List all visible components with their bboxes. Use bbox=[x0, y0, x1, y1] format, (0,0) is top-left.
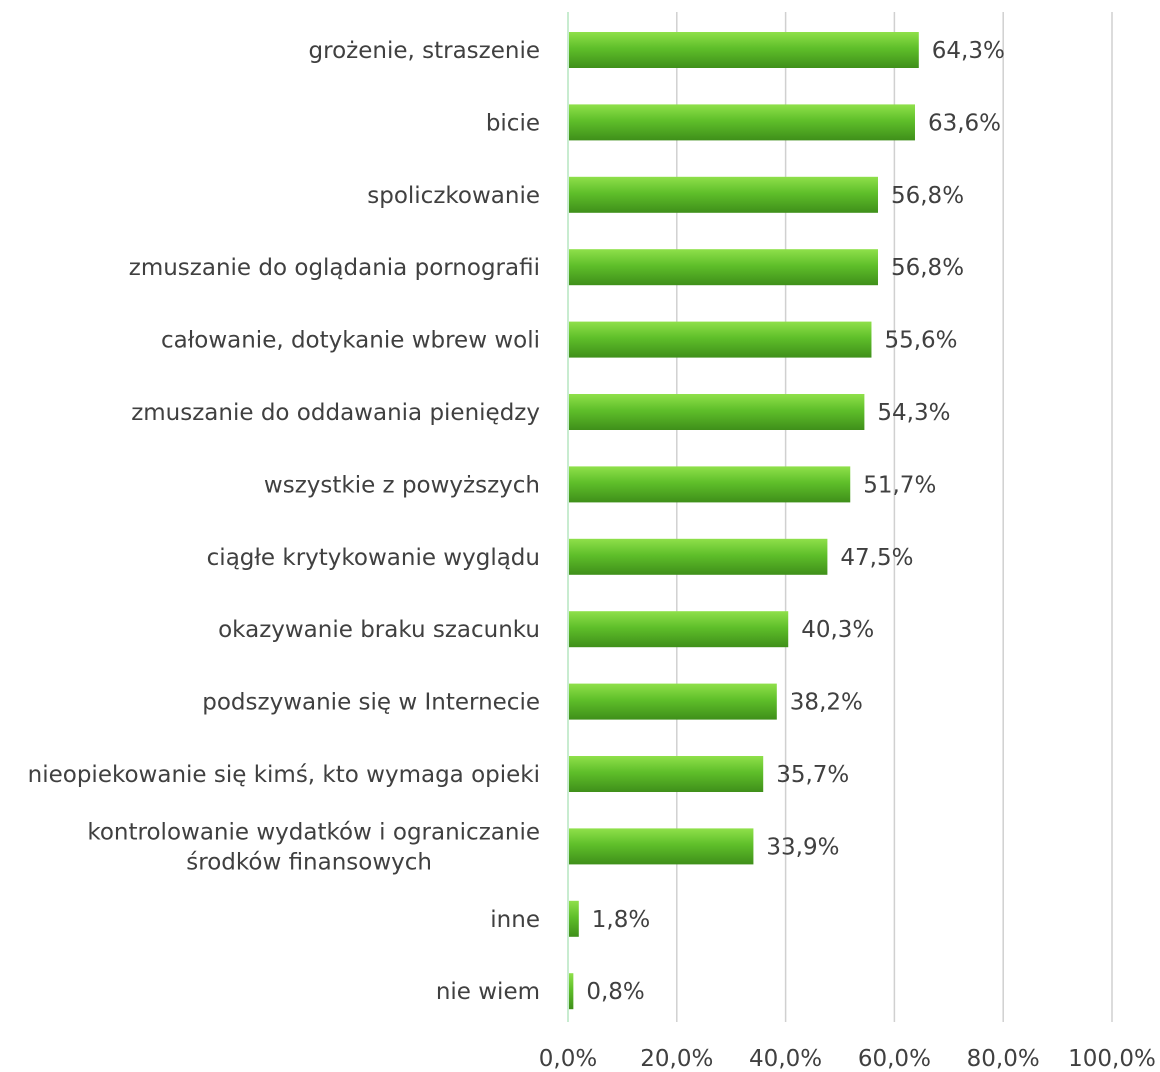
category-label: nieopiekowanie się kimś, kto wymaga opie… bbox=[28, 762, 540, 788]
data-label: 51,7% bbox=[863, 472, 936, 498]
bar bbox=[569, 973, 574, 1010]
x-tick-label: 80,0% bbox=[967, 1046, 1040, 1072]
category-label: inne bbox=[490, 907, 540, 933]
category-labels: grożenie, straszenie bicie spoliczkowanie z… bbox=[28, 38, 540, 1005]
bar bbox=[569, 321, 872, 358]
category-label: okazywanie braku szacunku bbox=[218, 617, 540, 643]
data-label: 1,8% bbox=[592, 907, 650, 933]
category-label: zmuszanie do oglądania pornografii bbox=[129, 255, 540, 281]
bar bbox=[569, 538, 828, 575]
data-label: 0,8% bbox=[586, 979, 644, 1005]
x-axis-tick-labels: 0,0% 20,0% 40,0% 60,0% 80,0% 100,0% bbox=[539, 1046, 1156, 1072]
bar bbox=[569, 828, 754, 865]
data-label: 63,6% bbox=[928, 110, 1001, 136]
bar bbox=[569, 900, 579, 937]
category-label: spoliczkowanie bbox=[367, 183, 540, 209]
data-label: 35,7% bbox=[776, 762, 849, 788]
category-label: nie wiem bbox=[436, 979, 540, 1005]
category-label: grożenie, straszenie bbox=[309, 38, 540, 64]
bar bbox=[569, 249, 878, 286]
data-label: 56,8% bbox=[891, 255, 964, 281]
data-label: 64,3% bbox=[932, 38, 1005, 64]
bar bbox=[569, 394, 865, 430]
bar bbox=[569, 104, 915, 141]
data-label: 54,3% bbox=[877, 400, 950, 426]
value-labels: 64,3% 63,6% 56,8% 56,8% 55,6% 54,3% 51,7% 47,5%… bbox=[586, 38, 1005, 1005]
x-tick-label: 20,0% bbox=[640, 1046, 713, 1072]
x-tick-label: 100,0% bbox=[1068, 1046, 1156, 1072]
category-label: wszystkie z powyższych bbox=[264, 472, 540, 498]
category-label: ciągłe krytykowanie wyglądu bbox=[207, 545, 540, 571]
bars bbox=[569, 32, 919, 1010]
x-tick-label: 60,0% bbox=[858, 1046, 931, 1072]
bar bbox=[569, 176, 878, 213]
data-label: 47,5% bbox=[840, 545, 913, 571]
bar bbox=[569, 32, 919, 68]
bar bbox=[569, 756, 764, 792]
x-tick-label: 0,0% bbox=[539, 1046, 597, 1072]
bar bbox=[569, 683, 777, 720]
x-tick-label: 40,0% bbox=[749, 1046, 822, 1072]
category-label: całowanie, dotykanie wbrew woli bbox=[161, 328, 540, 354]
data-label: 55,6% bbox=[884, 328, 957, 354]
bar bbox=[569, 611, 789, 648]
bar bbox=[569, 466, 851, 503]
data-label: 33,9% bbox=[766, 834, 839, 860]
data-label: 38,2% bbox=[790, 690, 863, 716]
category-label: bicie bbox=[486, 110, 540, 136]
category-label: zmuszanie do oddawania pieniędzy bbox=[131, 400, 540, 426]
category-label: kontrolowanie wydatków i ograniczanie śro… bbox=[87, 819, 540, 875]
gridlines bbox=[567, 12, 1113, 1022]
data-label: 40,3% bbox=[801, 617, 874, 643]
data-label: 56,8% bbox=[891, 183, 964, 209]
category-label: podszywanie się w Internecie bbox=[202, 690, 540, 716]
